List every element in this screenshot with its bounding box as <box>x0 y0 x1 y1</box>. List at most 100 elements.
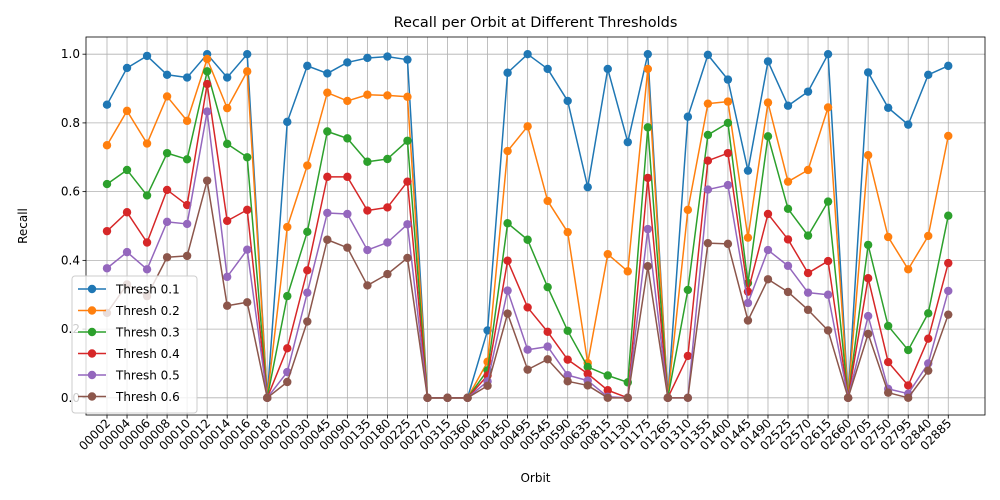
data-point <box>383 154 392 164</box>
data-point <box>323 235 332 244</box>
data-point <box>823 103 833 112</box>
data-point <box>483 381 492 390</box>
chart-title: Recall per Orbit at Different Thresholds <box>394 15 678 31</box>
data-point <box>563 326 572 336</box>
data-point <box>703 156 713 165</box>
data-point <box>283 377 292 387</box>
data-point <box>863 68 873 77</box>
legend-label: Thresh 0.2 <box>115 304 180 318</box>
data-point <box>623 137 632 147</box>
series-group <box>102 79 953 403</box>
data-point <box>122 247 132 257</box>
data-point <box>803 231 813 240</box>
data-point <box>904 393 913 403</box>
data-point <box>523 122 532 131</box>
data-point <box>863 274 873 283</box>
data-point <box>243 49 252 59</box>
data-point <box>343 243 352 252</box>
data-point <box>863 311 873 321</box>
data-point <box>944 61 953 71</box>
data-point <box>763 245 773 255</box>
data-point <box>343 58 352 67</box>
data-point <box>162 92 172 101</box>
data-point <box>944 286 953 296</box>
data-point <box>563 227 572 237</box>
data-point <box>583 381 592 390</box>
data-point <box>523 365 532 374</box>
data-point <box>563 370 572 380</box>
data-point <box>202 107 212 116</box>
data-point <box>823 49 833 59</box>
data-point <box>303 317 312 326</box>
data-point <box>683 112 693 121</box>
data-point <box>703 238 713 248</box>
data-point <box>623 267 632 276</box>
data-point <box>102 100 112 109</box>
data-point <box>783 101 793 110</box>
data-point <box>883 388 893 397</box>
data-point <box>343 134 352 143</box>
data-point <box>222 139 232 149</box>
data-point <box>904 120 913 129</box>
legend-marker <box>87 392 97 401</box>
data-point <box>563 377 572 386</box>
data-point <box>202 176 212 185</box>
data-point <box>783 235 793 244</box>
data-point <box>323 69 332 78</box>
data-point <box>323 88 332 97</box>
data-point <box>363 90 372 99</box>
x-axis-title: Orbit <box>520 471 550 485</box>
data-point <box>182 116 192 126</box>
data-point <box>603 371 612 380</box>
data-point <box>343 96 352 106</box>
data-point <box>142 265 152 274</box>
data-point <box>703 50 713 60</box>
data-point <box>743 298 753 308</box>
data-point <box>182 155 192 164</box>
data-point <box>723 239 733 249</box>
data-point <box>423 393 432 403</box>
legend-marker <box>87 306 97 315</box>
data-point <box>883 321 893 331</box>
data-point <box>944 258 953 268</box>
legend-label: Thresh 0.3 <box>115 326 180 340</box>
data-point <box>122 106 132 116</box>
data-point <box>703 185 713 194</box>
data-point <box>222 73 232 82</box>
data-point <box>543 327 552 337</box>
data-point <box>763 209 773 219</box>
data-point <box>162 217 172 227</box>
data-point <box>363 53 372 63</box>
data-point <box>683 351 693 361</box>
data-point <box>182 73 192 82</box>
data-point <box>803 305 813 315</box>
data-point <box>803 268 813 278</box>
legend-marker <box>87 349 97 358</box>
data-point <box>503 146 512 156</box>
data-point <box>924 70 933 80</box>
data-point <box>403 92 412 101</box>
data-point <box>783 204 793 214</box>
data-point <box>683 393 693 403</box>
data-point <box>783 287 793 297</box>
data-point <box>883 232 893 242</box>
data-point <box>323 127 332 136</box>
data-point <box>603 64 612 74</box>
data-point <box>162 70 172 80</box>
y-tick-label: 0.8 <box>61 116 80 130</box>
data-point <box>743 166 753 175</box>
data-point <box>283 344 292 353</box>
data-point <box>142 139 152 148</box>
data-point <box>202 79 212 89</box>
data-point <box>503 68 512 77</box>
data-point <box>303 227 312 237</box>
data-point <box>924 334 933 343</box>
data-point <box>503 286 512 295</box>
data-point <box>643 64 653 74</box>
data-point <box>363 281 372 290</box>
data-point <box>142 238 152 247</box>
data-point <box>383 238 392 247</box>
data-point <box>543 196 552 206</box>
data-point <box>723 97 733 106</box>
data-point <box>202 67 212 76</box>
